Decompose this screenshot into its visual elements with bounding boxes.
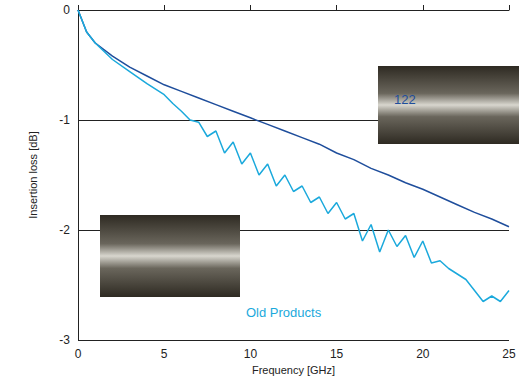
svg-text:25: 25 — [502, 347, 516, 361]
svg-text:Frequency [GHz]: Frequency [GHz] — [252, 364, 335, 376]
svg-text:Insertion loss [dB]: Insertion loss [dB] — [27, 131, 39, 218]
svg-text:0: 0 — [63, 3, 70, 17]
svg-text:15: 15 — [330, 347, 344, 361]
svg-text:-2: -2 — [59, 223, 70, 237]
svg-text:5: 5 — [161, 347, 168, 361]
svg-text:-1: -1 — [59, 113, 70, 127]
svg-text:Old Products: Old Products — [246, 305, 322, 320]
svg-text:-3: -3 — [59, 333, 70, 347]
svg-text:20: 20 — [416, 347, 430, 361]
svg-text:10: 10 — [244, 347, 258, 361]
svg-text:122: 122 — [394, 92, 416, 107]
svg-text:0: 0 — [75, 347, 82, 361]
